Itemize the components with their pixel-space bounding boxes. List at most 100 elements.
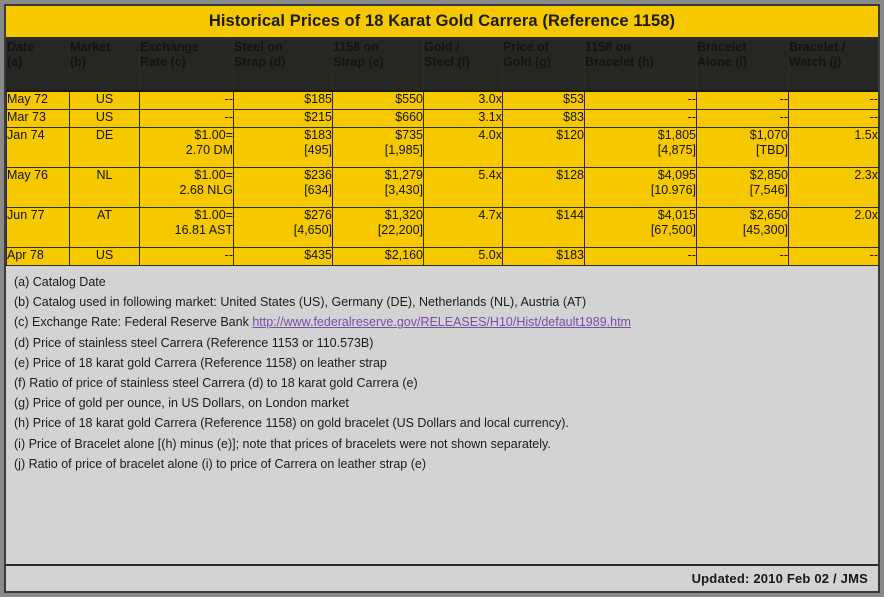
cell-value: $550 (395, 92, 423, 106)
cell-value: 3.1x (478, 110, 502, 124)
footnote-text: (i) Price of Bracelet alone [(h) minus (… (14, 436, 551, 451)
table-frame: Historical Prices of 18 Karat Gold Carre… (4, 4, 880, 593)
cell-r6-c7: $183 (502, 247, 585, 266)
cell-value: -- (687, 92, 696, 106)
column-header-line2: Watch (j) (789, 55, 842, 69)
cell-value: $2,160 (384, 248, 423, 262)
cell-r4-c8: $4,095 [10.976] (584, 167, 697, 208)
column-header-line1: 1158 on (333, 40, 379, 54)
cell-r5-c2: AT (69, 207, 140, 248)
column-header-3: Exchange Rate (c) (139, 39, 234, 92)
cell-value: NL (96, 168, 113, 182)
cell-r1-c4: $185 (233, 90, 333, 110)
footnote-text: (c) Exchange Rate: Federal Reserve Bank (14, 315, 253, 330)
cell-r1-c5: $550 (332, 90, 424, 110)
cell-r4-c6: 5.4x (423, 167, 503, 208)
cell-value: -- (779, 248, 788, 262)
column-header-line1: Bracelet (697, 40, 747, 54)
column-header-line2: Strap (e) (333, 55, 384, 69)
cell-r3-c1: Jan 74 (6, 127, 70, 168)
footnote-text: (b) Catalog used in following market: Un… (14, 295, 587, 310)
cell-r2-c10: -- (788, 109, 878, 128)
cell-value: $236 (304, 168, 332, 182)
footnote-6: (f) Ratio of price of stainless steel Ca… (14, 373, 870, 393)
cell-value: Jan 74 (7, 128, 45, 142)
cell-value: -- (224, 110, 233, 124)
cell-r4-c5: $1,279 [3,430] (332, 167, 424, 208)
cell-subvalue: [7,546] (749, 183, 788, 197)
cell-value: $660 (395, 110, 423, 124)
cell-r3-c9: $1,070 [TBD] (696, 127, 789, 168)
cell-value: May 76 (7, 168, 48, 182)
cell-value: 2.3x (854, 168, 878, 182)
cell-value: $120 (556, 128, 584, 142)
footnote-1: (a) Catalog Date (14, 272, 870, 292)
table-row: Mar 73 US -- $215 $660 3.1x $83 -- -- -- (6, 109, 878, 128)
cell-subvalue: [22,200] (377, 223, 423, 237)
cell-value: $1,805 (657, 128, 696, 142)
cell-value: $4,095 (657, 168, 696, 182)
cell-r1-c2: US (69, 90, 140, 110)
column-header-4: Steel on Strap (d) (233, 39, 333, 92)
column-header-line1: Steel on (234, 40, 283, 54)
cell-value: $4,015 (657, 208, 696, 222)
cell-r5-c7: $144 (502, 207, 585, 248)
cell-value: May 72 (7, 92, 48, 106)
cell-value: 2.0x (854, 208, 878, 222)
table-title-bar: Historical Prices of 18 Karat Gold Carre… (6, 6, 878, 39)
cell-subvalue: [TBD] (756, 143, 788, 157)
cell-value: -- (869, 92, 878, 106)
table-row: Apr 78 US -- $435 $2,160 5.0x $183 -- -- -- (6, 247, 878, 266)
federal-reserve-link[interactable]: http://www.federalreserve.gov/RELEASES/H… (252, 315, 631, 330)
cell-value: $183 (556, 248, 584, 262)
cell-value: Mar 73 (7, 110, 46, 124)
page-title: Historical Prices of 18 Karat Gold Carre… (208, 12, 676, 30)
cell-value: -- (224, 248, 233, 262)
column-header-1: Date (a) (6, 39, 70, 92)
cell-r2-c5: $660 (332, 109, 424, 128)
cell-r2-c4: $215 (233, 109, 333, 128)
footnote-10: (j) Ratio of price of bracelet alone (i)… (14, 454, 870, 474)
cell-subvalue: [67,500] (650, 223, 696, 237)
cell-subvalue: [10.976] (650, 183, 696, 197)
column-header-line2: (b) (70, 55, 86, 69)
cell-r5-c3: $1.00= 16.81 AST (139, 207, 234, 248)
cell-value: 1.5x (854, 128, 878, 142)
footnote-text: (a) Catalog Date (14, 275, 106, 289)
column-header-line1: Bracelet / (789, 40, 846, 54)
footnote-9: (i) Price of Bracelet alone [(h) minus (… (14, 434, 870, 454)
column-header-10: Bracelet / Watch (j) (788, 39, 878, 92)
column-header-line2: (a) (7, 55, 23, 69)
cell-subvalue: [4,650] (293, 223, 332, 237)
cell-value: -- (869, 110, 878, 124)
column-header-line1: Date (7, 40, 35, 54)
table-row: Jan 74 DE $1.00= 2.70 DM $183 [495] $735 [1,985… (6, 127, 878, 168)
cell-r6-c10: -- (788, 247, 878, 266)
footnote-4: (d) Price of stainless steel Carrera (Re… (14, 333, 870, 353)
cell-value: -- (224, 92, 233, 106)
cell-subvalue: [1,985] (384, 143, 423, 157)
cell-value: $2,650 (749, 208, 788, 222)
cell-r4-c9: $2,850 [7,546] (696, 167, 789, 208)
cell-value: $144 (556, 208, 584, 222)
cell-value: 4.7x (478, 208, 502, 222)
cell-r4-c3: $1.00= 2.68 NLG (139, 167, 234, 208)
cell-r2-c3: -- (139, 109, 234, 128)
cell-value: $183 (304, 128, 332, 142)
cell-value: -- (779, 92, 788, 106)
cell-r3-c3: $1.00= 2.70 DM (139, 127, 234, 168)
cell-value: $1.00= (194, 128, 233, 142)
cell-subvalue: [4,875] (657, 143, 696, 157)
column-header-line2: Rate (c) (140, 55, 186, 69)
cell-r1-c3: -- (139, 90, 234, 110)
cell-r3-c6: 4.0x (423, 127, 503, 168)
cell-r5-c9: $2,650 [45,300] (696, 207, 789, 248)
cell-value: $2,850 (749, 168, 788, 182)
cell-value: Jun 77 (7, 208, 45, 222)
cell-value: $185 (304, 92, 332, 106)
column-header-6: Gold / Steel (f) (423, 39, 503, 92)
cell-subvalue: 2.68 NLG (179, 183, 233, 197)
updated-stamp: Updated: 2010 Feb 02 / JMS (691, 571, 868, 586)
cell-value: US (95, 92, 114, 106)
